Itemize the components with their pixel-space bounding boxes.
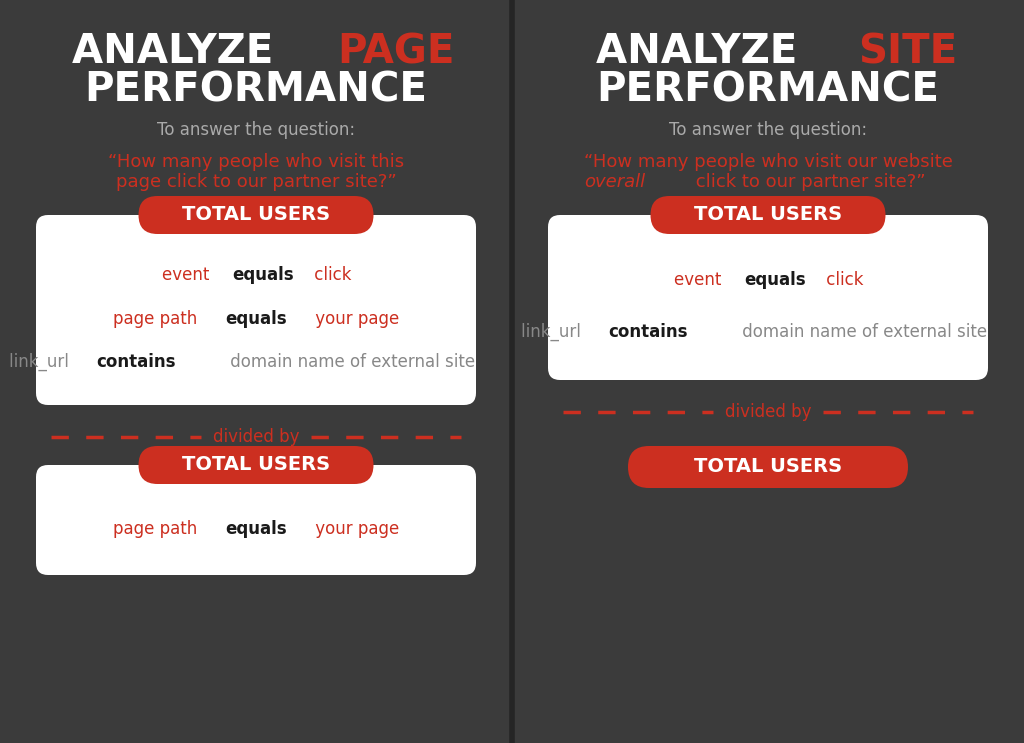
Text: TOTAL USERS: TOTAL USERS [694,458,842,476]
Text: TOTAL USERS: TOTAL USERS [182,455,330,475]
Text: TOTAL USERS: TOTAL USERS [694,206,842,224]
FancyBboxPatch shape [650,196,886,234]
Text: equals: equals [231,266,294,284]
FancyBboxPatch shape [628,446,908,488]
Text: domain name of external site: domain name of external site [737,322,987,340]
FancyBboxPatch shape [36,465,476,575]
Text: PERFORMANCE: PERFORMANCE [85,70,427,110]
Text: contains: contains [608,322,688,340]
Text: To answer the question:: To answer the question: [669,121,867,139]
Text: event: event [162,266,215,284]
Text: overall: overall [585,173,645,191]
Text: click to our partner site?”: click to our partner site?” [690,173,926,191]
Text: equals: equals [225,519,287,537]
FancyBboxPatch shape [548,215,988,380]
FancyBboxPatch shape [138,196,374,234]
Text: equals: equals [743,271,806,290]
Text: page path: page path [114,310,203,328]
Text: SITE: SITE [858,32,957,72]
Text: “How many people who visit our website: “How many people who visit our website [584,153,952,171]
Text: equals: equals [225,310,287,328]
Text: TOTAL USERS: TOTAL USERS [182,206,330,224]
Text: PERFORMANCE: PERFORMANCE [597,70,939,110]
Text: link_url: link_url [9,353,75,372]
Text: click: click [309,266,351,284]
Text: ANALYZE: ANALYZE [596,32,811,72]
Text: contains: contains [96,353,176,372]
Text: ANALYZE: ANALYZE [72,32,288,72]
Text: To answer the question:: To answer the question: [157,121,355,139]
Text: page path: page path [114,519,203,537]
Text: divided by: divided by [725,403,811,421]
Text: your page: your page [309,310,398,328]
FancyBboxPatch shape [138,446,374,484]
Text: click: click [821,271,863,290]
Text: divided by: divided by [213,428,299,446]
Text: your page: your page [309,519,398,537]
Text: event: event [674,271,727,290]
Text: “How many people who visit this: “How many people who visit this [108,153,404,171]
Text: page click to our partner site?”: page click to our partner site?” [116,173,396,191]
Text: link_url: link_url [521,322,587,341]
Text: PAGE: PAGE [337,32,455,72]
Text: domain name of external site: domain name of external site [225,353,475,372]
FancyBboxPatch shape [36,215,476,405]
